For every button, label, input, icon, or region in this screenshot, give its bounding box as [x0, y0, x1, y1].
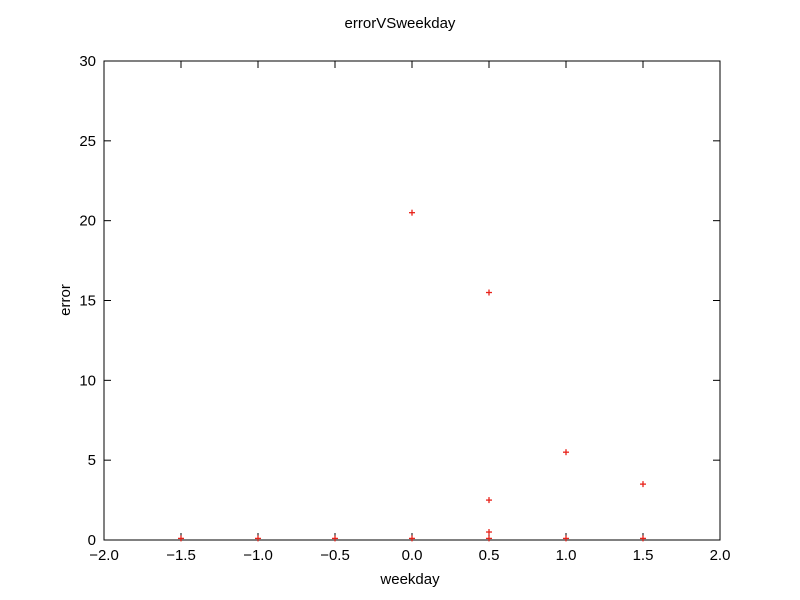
x-tick-label: 1.5 — [633, 547, 654, 564]
chart-title: errorVSweekday — [345, 15, 456, 32]
x-tick-label: 0.0 — [402, 547, 423, 564]
y-tick-label: 10 — [79, 372, 96, 389]
y-axis: 0 5 10 15 20 25 30 — [79, 53, 720, 549]
y-tick-label: 5 — [88, 452, 96, 469]
data-point — [563, 449, 569, 456]
x-tick-label: −1.0 — [243, 547, 273, 564]
plot-area — [103, 60, 721, 541]
data-point — [640, 535, 646, 542]
data-point — [178, 535, 184, 542]
x-axis-label: weekday — [379, 571, 440, 588]
data-point — [640, 481, 646, 488]
data-point — [409, 209, 415, 216]
data-point — [563, 535, 569, 542]
x-tick-label: 0.5 — [479, 547, 500, 564]
y-tick-label: 30 — [79, 53, 96, 70]
data-point — [255, 535, 261, 542]
y-tick-label: 25 — [79, 133, 96, 150]
x-tick-label: −0.5 — [320, 547, 350, 564]
x-tick-label: 1.0 — [556, 547, 577, 564]
x-tick-label: −2.0 — [89, 547, 119, 564]
y-tick-label: 20 — [79, 213, 96, 230]
data-point — [486, 535, 492, 542]
y-tick-label: 0 — [88, 532, 96, 549]
x-tick-label: −1.5 — [166, 547, 196, 564]
data-point — [486, 497, 492, 504]
data-point — [486, 289, 492, 296]
x-axis: −2.0 −1.5 −1.0 −0.5 0.0 0.5 1.0 1.5 2.0 — [89, 61, 730, 564]
y-tick-label: 15 — [79, 293, 96, 310]
data-points — [178, 209, 646, 542]
y-axis-label: error — [57, 284, 74, 316]
data-point — [409, 535, 415, 542]
x-tick-label: 2.0 — [710, 547, 731, 564]
data-point — [486, 529, 492, 536]
data-point — [332, 535, 338, 542]
